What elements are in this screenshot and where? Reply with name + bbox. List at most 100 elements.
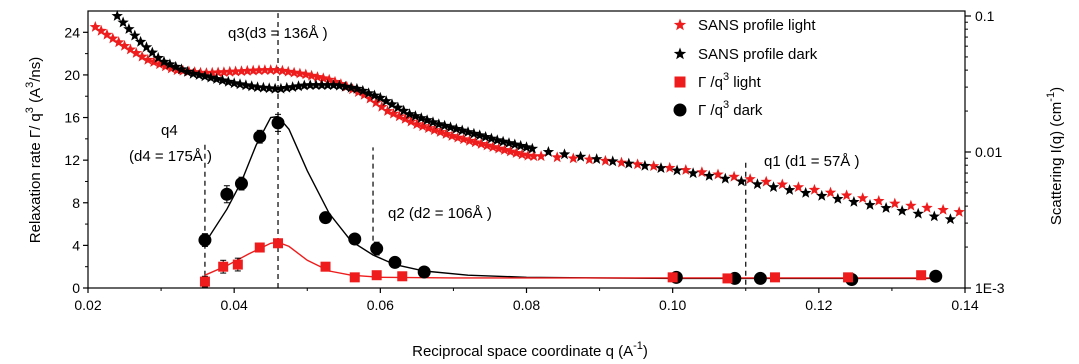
legend-label-gamma-dark: Γ /q3 dark <box>698 99 763 119</box>
sans-star-marker <box>148 56 160 67</box>
sans-star-marker <box>241 64 253 76</box>
sans-star-marker <box>175 63 188 75</box>
sans-star-marker <box>140 41 153 53</box>
sans-star-marker <box>229 65 242 77</box>
gamma-light-point <box>199 276 210 287</box>
sans-star-marker <box>767 181 780 192</box>
sans-star-marker <box>479 131 492 142</box>
sans-star-marker <box>873 195 885 206</box>
y-left-tick-label: 4 <box>72 237 80 253</box>
legend-marker-gamma-light <box>674 76 686 88</box>
sans-profiles <box>89 10 965 225</box>
sans-star-marker <box>310 79 322 90</box>
sans-star-marker <box>792 181 805 192</box>
sans-star-marker <box>433 118 445 130</box>
sans-star-marker <box>228 77 240 89</box>
sans-star-marker <box>905 199 917 211</box>
sans-star-marker <box>921 201 933 213</box>
y-left-tick-label: 24 <box>64 24 80 40</box>
y-right-tick-label: 0.01 <box>975 144 1002 160</box>
sans-star-marker <box>415 112 427 123</box>
sans-star-marker <box>808 183 821 195</box>
sans-star-marker <box>345 81 357 93</box>
sans-star-marker <box>800 187 812 198</box>
legend-marker-gamma-dark <box>673 103 687 117</box>
sans-star-marker <box>615 156 628 168</box>
y-left-tick-label: 8 <box>72 195 80 211</box>
y-right-tick-label: 0.1 <box>975 8 995 24</box>
sans-star-marker <box>481 139 493 151</box>
sans-star-marker <box>696 166 708 178</box>
y-left-tick-label: 20 <box>64 67 80 83</box>
sans-star-marker <box>655 162 667 173</box>
sans-star-marker <box>680 164 692 175</box>
gamma-light-point <box>916 270 927 281</box>
sans-star-marker <box>944 213 957 225</box>
gamma-dark-point <box>929 269 943 283</box>
sans-star-marker <box>259 64 271 75</box>
x-axis: 0.02 0.04 0.06 0.08 0.10 0.12 0.14 <box>74 288 979 313</box>
sans-star-marker <box>421 114 433 125</box>
sans-star-marker <box>783 184 796 195</box>
sans-star-marker <box>514 139 527 151</box>
gamma-dark-point <box>753 271 767 285</box>
sans-star-marker <box>487 141 499 152</box>
sans-star-marker <box>864 199 876 210</box>
sans-star-marker <box>639 159 651 171</box>
sans-star-marker <box>240 79 252 91</box>
sans-star-marker <box>294 67 306 79</box>
sans-star-marker <box>335 78 347 89</box>
sans-star-marker <box>719 172 731 184</box>
sans-star-marker <box>111 10 123 21</box>
sans-star-marker <box>222 75 234 87</box>
legend-circle-dark <box>673 103 687 117</box>
sans-star-marker <box>153 58 166 70</box>
y-left-axis: 0 4 8 12 16 20 24 <box>64 24 88 296</box>
sans-star-marker <box>181 65 194 77</box>
sans-star-marker <box>889 197 901 209</box>
gamma-dark-point <box>220 187 234 201</box>
sans-star-marker <box>123 23 135 34</box>
sans-star-marker <box>134 35 147 47</box>
sans-star-marker <box>446 130 458 141</box>
sans-star-marker <box>469 136 481 148</box>
gamma-light-point <box>769 272 780 283</box>
x-axis-title-tail: ) <box>643 343 648 360</box>
gamma-light-point <box>667 272 678 283</box>
sans-star-marker <box>457 133 470 145</box>
sans-star-marker <box>129 29 141 41</box>
sans-star-marker <box>282 65 294 77</box>
sans-star-marker <box>276 64 289 76</box>
sans-star-marker <box>398 104 410 116</box>
x-tick-label: 0.06 <box>367 297 394 313</box>
sans-star-marker <box>170 60 182 72</box>
reference-lines <box>204 13 747 288</box>
sans-star-marker <box>386 98 398 110</box>
y-left-title-sup2: 3 <box>24 82 36 88</box>
sans-star-marker <box>503 137 515 148</box>
sans-star-marker <box>136 50 148 62</box>
legend-marker-sans-light <box>673 18 687 31</box>
sans-star-marker <box>368 89 381 101</box>
sans-star-marker <box>146 46 158 58</box>
sans-star-marker <box>322 79 334 90</box>
sans-star-marker <box>509 138 521 150</box>
sans-star-marker <box>263 82 275 94</box>
sans-star-marker <box>89 21 101 32</box>
sans-star-marker <box>824 186 837 198</box>
sans-star-marker <box>380 95 392 106</box>
sans-star-marker <box>218 66 230 77</box>
sans-star-marker <box>760 175 772 187</box>
gamma-light-point <box>273 238 284 249</box>
sans-star-marker <box>329 75 341 87</box>
sans-star-marker <box>362 87 375 99</box>
sans-star-marker <box>158 55 170 67</box>
sans-star-marker <box>253 64 265 76</box>
sans-star-marker <box>728 170 740 182</box>
sans-star-marker <box>357 84 369 96</box>
sans-star-marker <box>159 60 172 72</box>
sans-star-marker <box>912 207 924 219</box>
gamma-light-point <box>218 261 229 272</box>
sans-star-marker <box>744 173 756 184</box>
